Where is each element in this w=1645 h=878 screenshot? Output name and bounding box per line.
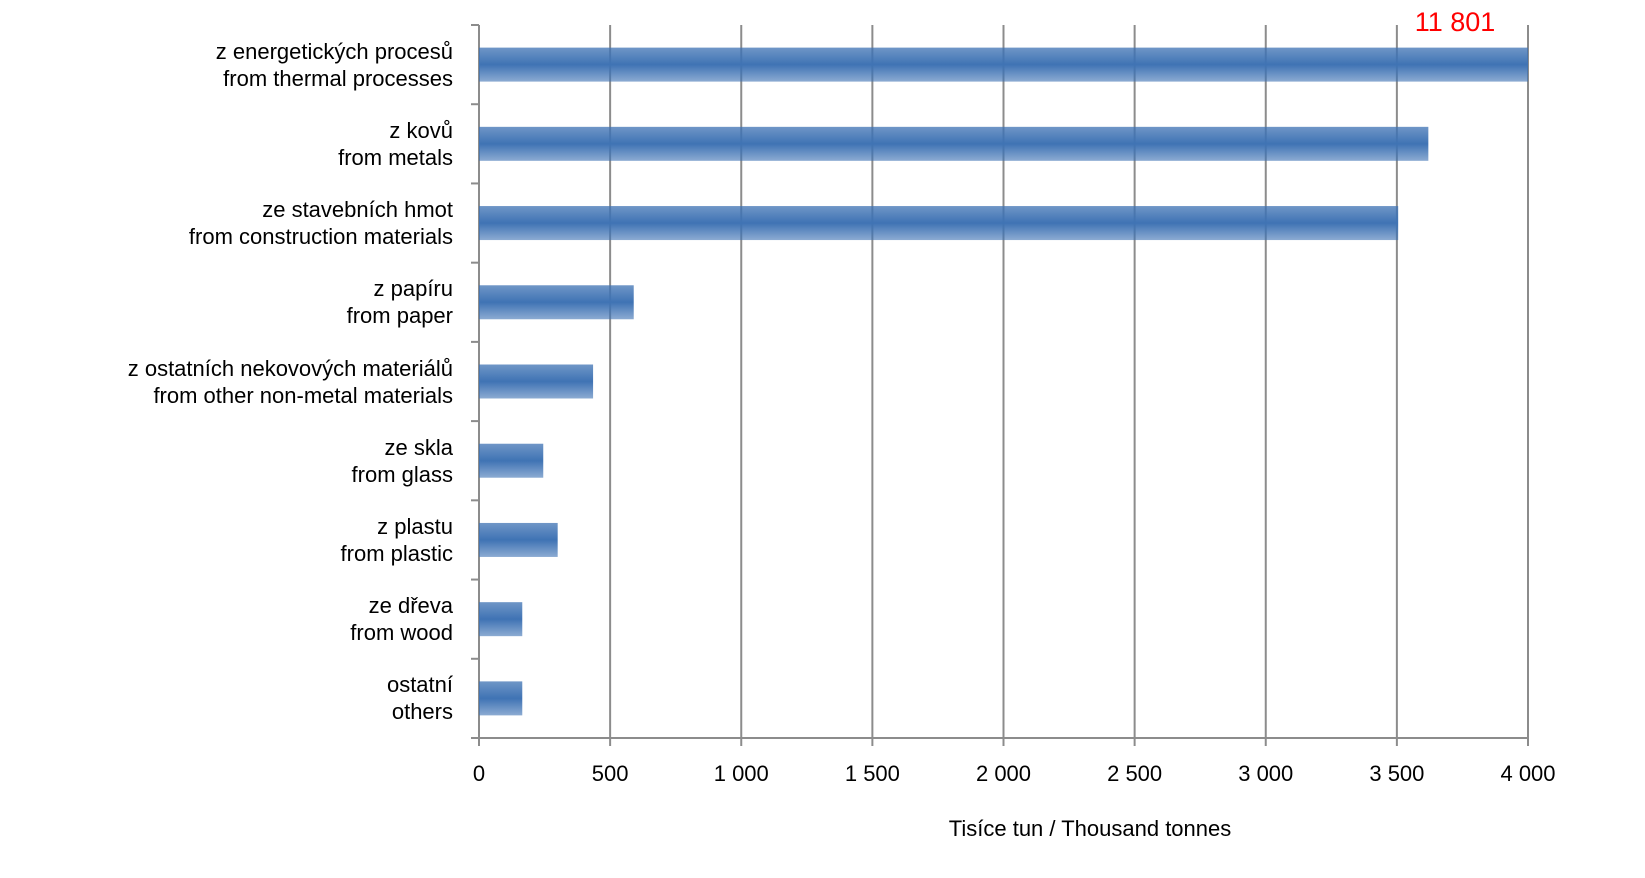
x-tick-label: 2 000	[976, 761, 1031, 786]
y-tick-label: z plastu from plastic	[340, 513, 453, 566]
x-tick-label: 0	[473, 761, 485, 786]
y-tick-label: ze skla from glass	[351, 434, 453, 487]
y-tick-label: ostatní others	[386, 672, 453, 725]
data-label: 11 801	[1415, 7, 1496, 37]
bar	[479, 206, 1399, 241]
x-axis-title: Tisíce tun / Thousand tonnes	[949, 816, 1232, 841]
x-tick-label: 500	[592, 761, 629, 786]
x-tick-label: 4 000	[1500, 761, 1555, 786]
x-tick-label: 3 000	[1238, 761, 1293, 786]
x-tick-label: 1 000	[714, 761, 769, 786]
y-tick-label: z papíru from paper	[346, 276, 453, 329]
bar	[479, 47, 1528, 82]
x-tick-label: 2 500	[1107, 761, 1162, 786]
bar	[479, 285, 634, 320]
x-tick-label: 1 500	[845, 761, 900, 786]
y-tick-label: ze stavebních hmot from construction mat…	[188, 197, 453, 250]
bar	[479, 681, 523, 716]
bar	[479, 126, 1429, 161]
y-tick-label: z kovů from metals	[338, 117, 453, 170]
y-tick-label: z ostatních nekovových materiálů from ot…	[127, 355, 453, 408]
x-tick-label: 3 500	[1369, 761, 1424, 786]
bar	[479, 364, 594, 399]
bar	[479, 443, 544, 478]
y-tick-label: z energetických procesů from thermal pro…	[215, 38, 453, 91]
plot-area	[479, 47, 1528, 716]
bar	[479, 602, 523, 637]
y-tick-label: ze dřeva from wood	[350, 593, 453, 646]
bar	[479, 522, 558, 557]
